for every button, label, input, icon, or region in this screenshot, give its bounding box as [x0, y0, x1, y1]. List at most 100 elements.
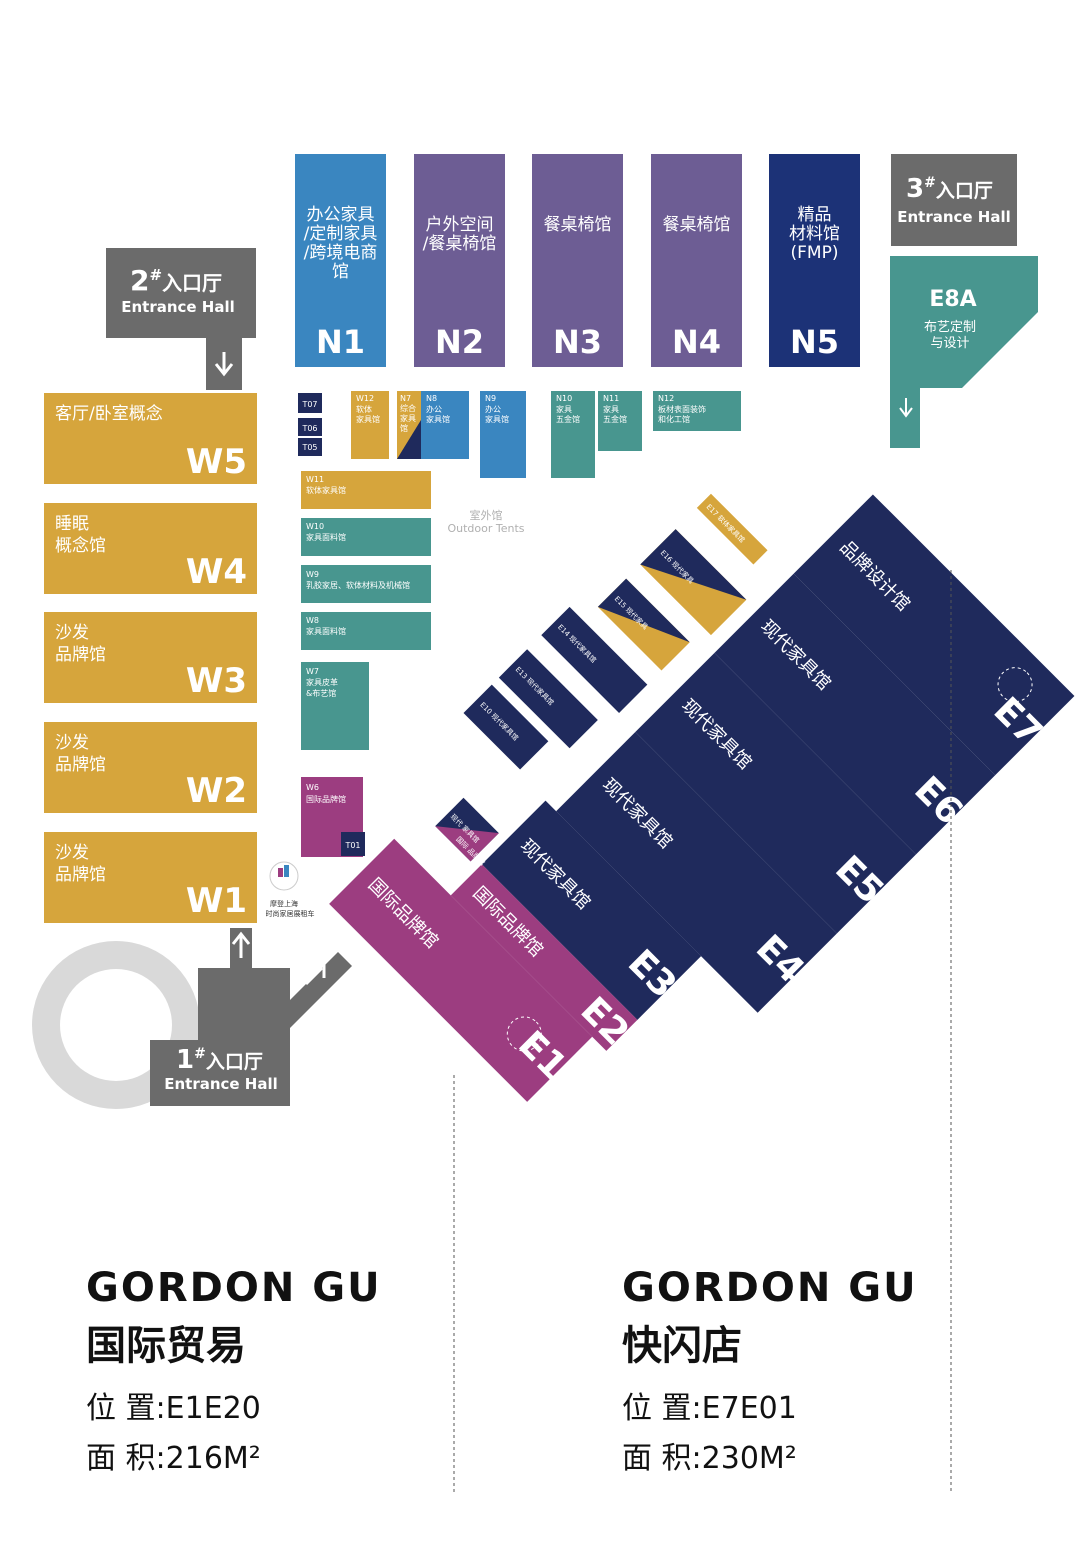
svg-text:N10: N10 — [556, 394, 572, 403]
small-halls: T07 T06 T05 W12 软体 家具馆 N7 综合 家具 馆 N8 办公 … — [266, 391, 741, 918]
svg-text:T05: T05 — [301, 443, 317, 452]
position-label: 位 置: — [86, 1391, 166, 1426]
svg-text:时尚家居展租车: 时尚家居展租车 — [266, 909, 315, 918]
booth-info-right: GORDON GU 快闪店 位 置:E7E01 面 积:230M² — [622, 1268, 918, 1474]
svg-text:板材表面装饰: 板材表面装饰 — [658, 404, 706, 414]
svg-text:&布艺馆: &布艺馆 — [306, 688, 336, 698]
hall-e16[interactable]: E16 现代家具 — [640, 529, 747, 636]
brand-name: GORDON GU — [622, 1265, 918, 1311]
hall-code: W2 — [186, 771, 247, 811]
svg-text:室外馆: 室外馆 — [470, 508, 503, 522]
svg-text:布艺定制: 布艺定制 — [924, 320, 976, 335]
hall-e15[interactable]: E15 现代家具 — [597, 578, 690, 671]
entrance-1-label: Entrance Hall — [164, 1075, 278, 1093]
hall-name: 客厅/卧室概念 — [55, 403, 163, 424]
hall-t06[interactable]: T06 — [298, 418, 322, 436]
svg-text:N11: N11 — [603, 394, 619, 403]
hall-t07[interactable]: T07 — [298, 393, 322, 413]
svg-text:软体家具馆: 软体家具馆 — [306, 485, 346, 495]
booth-info-left: GORDON GU 国际贸易 位 置:E1E20 面 积:216M² — [86, 1268, 382, 1474]
hall-w10[interactable]: W10 家具面料馆 — [301, 518, 431, 556]
hall-w8[interactable]: W8 家具面料馆 — [301, 612, 431, 650]
hall-n2[interactable]: 户外空间/餐桌椅馆 N2 — [414, 154, 505, 367]
svg-text:Outdoor Tents: Outdoor Tents — [447, 522, 524, 535]
entrance-2-label: Entrance Hall — [121, 298, 235, 316]
svg-text:国际品牌馆: 国际品牌馆 — [306, 794, 346, 804]
hall-w7[interactable]: W7 家具皮革 &布艺馆 — [301, 662, 369, 750]
svg-text:摩登上海: 摩登上海 — [270, 899, 298, 908]
svg-text:3#入口厅: 3#入口厅 — [906, 174, 993, 204]
hall-n12[interactable]: N12 板材表面装饰 和化工馆 — [653, 391, 741, 431]
svg-text:家具馆: 家具馆 — [485, 414, 509, 424]
svg-text:W8: W8 — [306, 616, 319, 625]
hall-t05[interactable]: T05 — [298, 438, 322, 456]
hall-w9[interactable]: W9 乳胶家居、软体材料及机械馆 — [301, 565, 431, 603]
hall-e17[interactable]: E17 软体家具馆 — [696, 493, 768, 565]
svg-text:家具皮革: 家具皮革 — [306, 677, 338, 687]
hall-name: 沙发 — [55, 733, 89, 753]
arrow-right-icon — [258, 326, 283, 346]
hall-w12[interactable]: W12 软体 家具馆 — [351, 391, 389, 459]
svg-text:W10: W10 — [306, 522, 324, 531]
hall-code: N3 — [553, 323, 602, 361]
hall-name: (FMP) — [791, 243, 839, 263]
hall-name: /餐桌椅馆 — [423, 234, 497, 254]
hall-w5[interactable]: 客厅/卧室概念 W5 — [44, 393, 257, 484]
hall-n3[interactable]: 餐桌椅馆 N3 — [532, 154, 623, 367]
hall-name: 品牌馆 — [55, 755, 106, 775]
svg-text:E8A: E8A — [929, 287, 976, 312]
booth-e7-marker[interactable] — [991, 661, 1039, 709]
east-halls: 国际品牌馆E1国际品牌馆E2现代家具馆E3现代家具馆E4现代家具馆E5现代家具馆… — [329, 493, 1077, 1102]
svg-text:W6: W6 — [306, 783, 319, 792]
hall-n10[interactable]: N10 家具 五金馆 — [551, 391, 595, 478]
position-label: 位 置: — [622, 1391, 702, 1426]
hall-e8a[interactable]: E8A 布艺定制 与设计 — [866, 256, 1038, 448]
svg-text:家具: 家具 — [603, 404, 619, 414]
hall-name: 睡眠 — [55, 514, 89, 534]
hall-n11[interactable]: N11 家具 五金馆 — [598, 391, 642, 451]
hall-code: N4 — [672, 323, 721, 361]
entrance-hall-1[interactable]: 1#入口厅 Entrance Hall — [150, 928, 352, 1106]
area-label: 面 积: — [86, 1441, 166, 1476]
hall-name: 沙发 — [55, 623, 89, 643]
hall-code: N2 — [435, 323, 484, 361]
hall-name: 品牌馆 — [55, 865, 106, 885]
hall-code: N5 — [790, 323, 839, 361]
hall-code: W1 — [186, 881, 247, 921]
svg-text:1#入口厅: 1#入口厅 — [176, 1045, 263, 1075]
hall-name: 办公家具 — [307, 205, 375, 225]
svg-text:N9: N9 — [485, 394, 496, 403]
hall-name: 餐桌椅馆 — [663, 215, 731, 235]
hall-name: /定制家具 — [304, 224, 378, 244]
hall-n9[interactable]: N9 办公 家具馆 — [480, 391, 526, 478]
svg-text:2#入口厅: 2#入口厅 — [130, 264, 222, 297]
svg-text:T06: T06 — [301, 424, 317, 433]
hall-code: W4 — [186, 552, 247, 592]
svg-text:W12: W12 — [356, 394, 374, 403]
hall-t01[interactable]: T01 — [341, 832, 365, 856]
hall-code: N1 — [316, 323, 365, 361]
svg-text:家具: 家具 — [556, 404, 572, 414]
entrance-hall-3[interactable]: 3#入口厅 Entrance Hall — [891, 154, 1017, 246]
entrance-hall-2[interactable]: 2#入口厅 Entrance Hall — [106, 248, 283, 390]
hall-e10[interactable]: E10 现代家具馆 — [463, 684, 549, 770]
hall-n8[interactable]: N8 办公 家具馆 — [421, 391, 469, 459]
svg-text:与设计: 与设计 — [930, 336, 969, 351]
svg-text:和化工馆: 和化工馆 — [658, 414, 690, 424]
hall-name: 沙发 — [55, 843, 89, 863]
outdoor-tents: 室外馆 Outdoor Tents — [447, 508, 524, 535]
area-label: 面 积: — [622, 1441, 702, 1476]
svg-text:软体: 软体 — [356, 404, 372, 414]
hall-n4[interactable]: 餐桌椅馆 N4 — [651, 154, 742, 367]
hall-n7[interactable]: N7 综合 家具 馆 — [397, 391, 421, 459]
hall-w11[interactable]: W11 软体家具馆 — [301, 471, 431, 509]
